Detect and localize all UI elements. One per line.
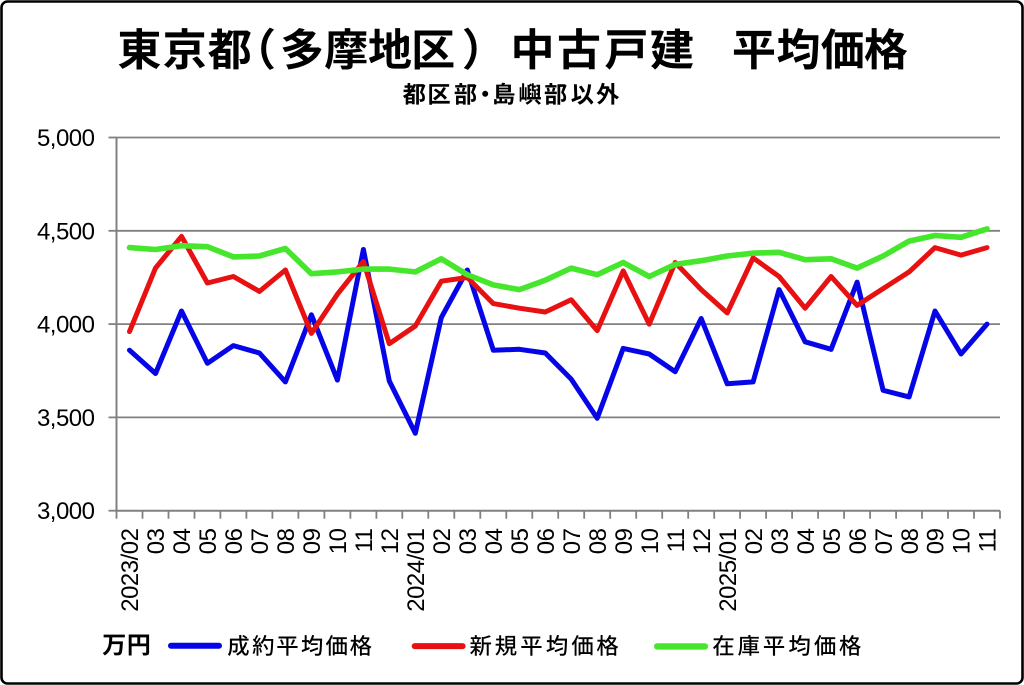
- svg-text:11: 11: [975, 528, 1002, 552]
- svg-text:03: 03: [767, 528, 794, 554]
- svg-text:12: 12: [377, 528, 404, 554]
- svg-text:04: 04: [169, 528, 196, 554]
- svg-text:04: 04: [793, 528, 820, 554]
- svg-text:06: 06: [533, 528, 560, 554]
- svg-text:08: 08: [273, 528, 300, 554]
- svg-text:2023/02: 2023/02: [117, 528, 144, 611]
- svg-text:07: 07: [559, 528, 586, 554]
- svg-text:02: 02: [741, 528, 768, 554]
- svg-text:12: 12: [689, 528, 716, 554]
- svg-text:05: 05: [507, 528, 534, 554]
- svg-text:07: 07: [247, 528, 274, 554]
- svg-text:2025/01: 2025/01: [715, 528, 742, 611]
- svg-text:07: 07: [871, 528, 898, 554]
- svg-text:05: 05: [819, 528, 846, 554]
- svg-text:06: 06: [845, 528, 872, 554]
- svg-text:03: 03: [455, 528, 482, 554]
- svg-text:08: 08: [585, 528, 612, 554]
- svg-text:09: 09: [299, 528, 326, 554]
- svg-text:06: 06: [221, 528, 248, 554]
- svg-text:08: 08: [897, 528, 924, 554]
- svg-text:09: 09: [923, 528, 950, 554]
- svg-text:2024/01: 2024/01: [403, 528, 430, 611]
- svg-text:10: 10: [637, 528, 664, 554]
- svg-text:11: 11: [663, 528, 690, 552]
- svg-text:11: 11: [351, 528, 378, 552]
- svg-text:05: 05: [195, 528, 222, 554]
- svg-text:4,500: 4,500: [37, 218, 95, 245]
- svg-text:3,500: 3,500: [37, 405, 95, 432]
- svg-text:10: 10: [949, 528, 976, 554]
- svg-text:10: 10: [325, 528, 352, 554]
- svg-text:5,000: 5,000: [37, 125, 95, 152]
- svg-text:09: 09: [611, 528, 638, 554]
- svg-text:3,000: 3,000: [37, 498, 95, 525]
- svg-text:03: 03: [143, 528, 170, 554]
- svg-text:04: 04: [481, 528, 508, 554]
- svg-text:02: 02: [429, 528, 456, 554]
- svg-text:4,000: 4,000: [37, 312, 95, 339]
